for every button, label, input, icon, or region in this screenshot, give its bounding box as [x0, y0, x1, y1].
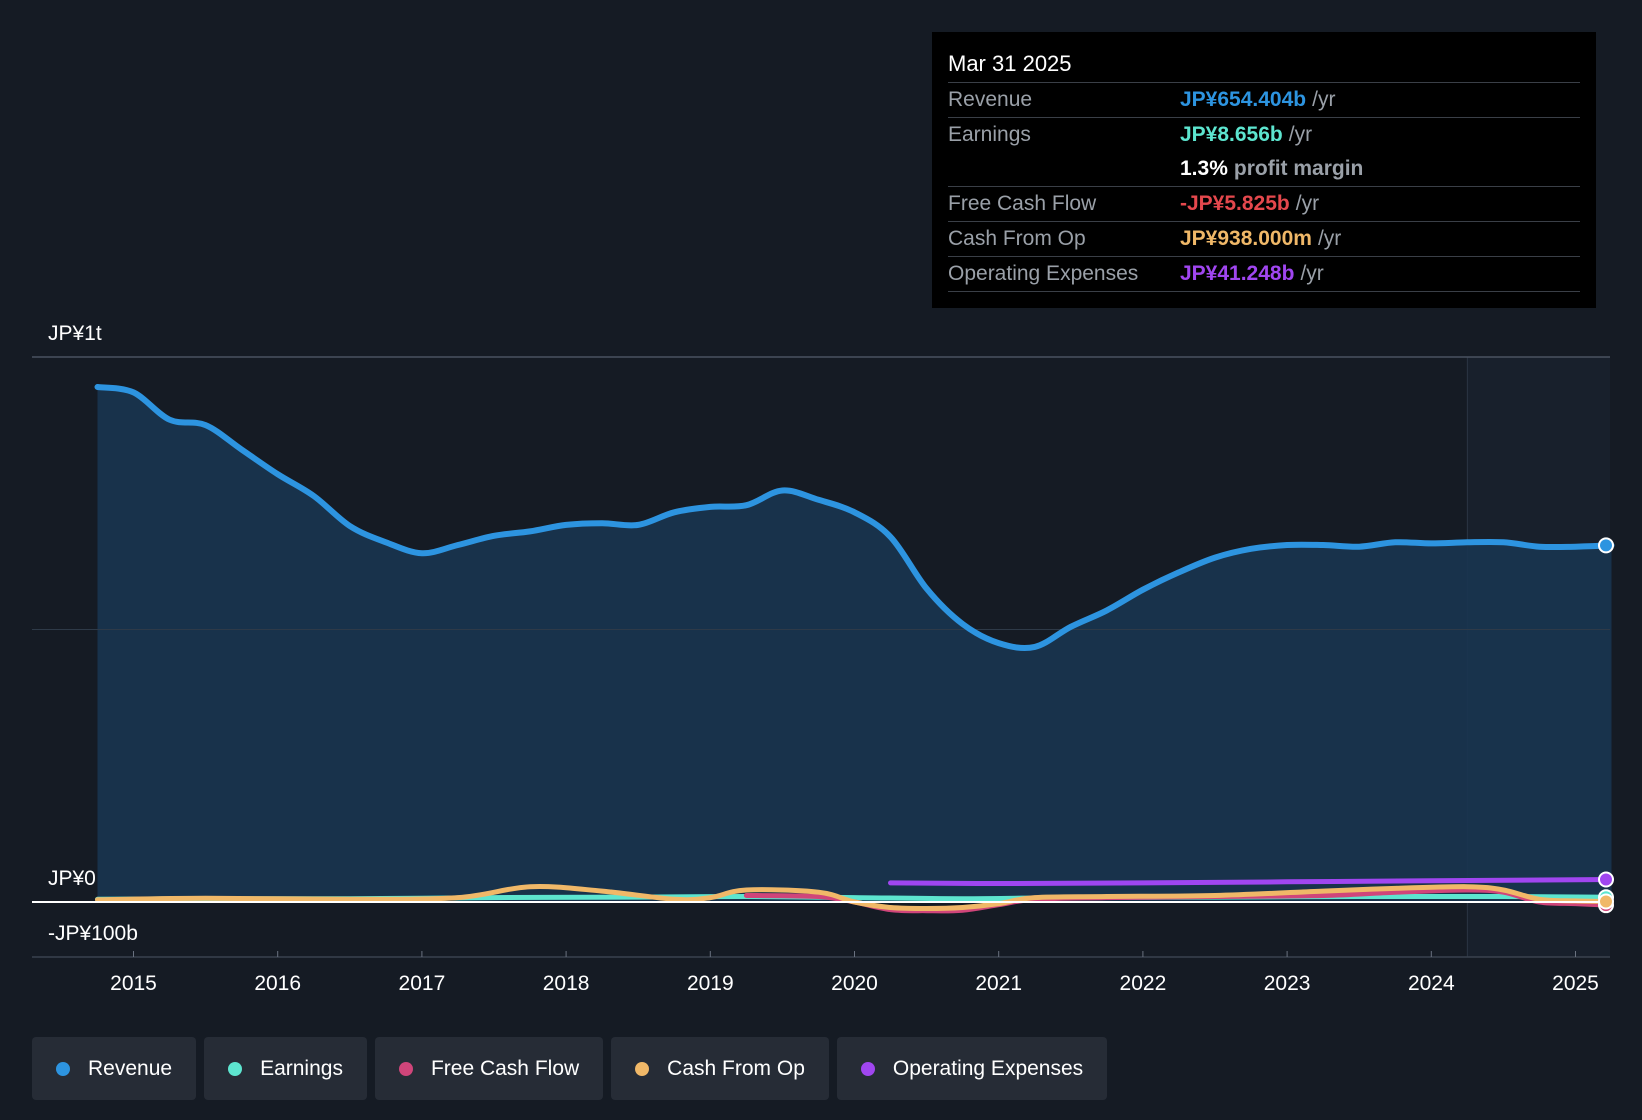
- series-line-operating-expenses: [888, 877, 1614, 886]
- x-tick-label: 2023: [1264, 972, 1311, 995]
- end-point-cash-from-op: [1598, 893, 1614, 910]
- legend-label: Earnings: [260, 1056, 343, 1080]
- legend-item-operating-expenses[interactable]: Operating Expenses: [836, 1037, 1108, 1100]
- tooltip-row-earnings: Earnings JP¥8.656b /yr: [948, 118, 1580, 152]
- legend-dot-icon: [56, 1061, 70, 1076]
- legend-label: Operating Expenses: [892, 1056, 1084, 1080]
- series-line-revenue: [94, 384, 1615, 652]
- x-tick-label: 2016: [254, 972, 301, 995]
- tooltip-value: JP¥654.404b: [1180, 88, 1307, 111]
- x-tick-label: 2020: [831, 972, 878, 995]
- end-point-revenue: [1598, 537, 1614, 554]
- tooltip-label: Cash From Op: [948, 227, 1086, 250]
- tooltip-unit: profit margin: [1233, 157, 1364, 180]
- tooltip-row-margin: 1.3% profit margin: [948, 152, 1580, 187]
- legend-dot-icon: [635, 1061, 650, 1076]
- legend-label: Free Cash Flow: [430, 1056, 580, 1080]
- series-layer: [94, 384, 1615, 914]
- x-tick-label: 2022: [1120, 972, 1167, 995]
- tooltip-value: JP¥41.248b: [1180, 262, 1295, 285]
- tooltip-label: Revenue: [948, 88, 1033, 111]
- y-label-bottom: -JP¥100b: [48, 922, 138, 945]
- x-tick-label: 2017: [399, 972, 446, 995]
- tooltip-value: JP¥938.000m: [1180, 227, 1312, 250]
- y-label-zero: JP¥0: [48, 867, 96, 890]
- x-tick-label: 2019: [687, 972, 734, 995]
- legend-item-cash-from-op[interactable]: Cash From Op: [611, 1037, 829, 1100]
- tooltip-unit: /yr: [1300, 262, 1324, 285]
- x-tick-label: 2025: [1552, 972, 1599, 995]
- tooltip-value: 1.3%: [1180, 157, 1228, 180]
- x-tick-label: 2015: [110, 972, 157, 995]
- tooltip-unit: /yr: [1288, 123, 1313, 146]
- tooltip-unit: /yr: [1317, 227, 1342, 250]
- tooltip-date: Mar 31 2025: [948, 46, 1580, 83]
- end-point-operating-expenses: [1598, 871, 1614, 888]
- legend-dot-icon: [228, 1061, 243, 1076]
- legend: Revenue Earnings Free Cash Flow Cash Fro…: [32, 1037, 1108, 1100]
- legend-dot-icon: [860, 1061, 875, 1076]
- tooltip-row-revenue: Revenue JP¥654.404b /yr: [948, 83, 1580, 118]
- tooltip-unit: /yr: [1312, 88, 1336, 111]
- tooltip-row-opex: Operating Expenses JP¥41.248b /yr: [948, 257, 1580, 292]
- tooltip-label: Operating Expenses: [948, 262, 1139, 285]
- legend-label: Cash From Op: [667, 1056, 805, 1080]
- legend-item-earnings[interactable]: Earnings: [204, 1037, 367, 1100]
- x-ticks: 2015 2016 2017 2018 2019 2020 2021 2022 2023 2024…: [110, 951, 1599, 995]
- tooltip-value: JP¥8.656b: [1180, 123, 1283, 146]
- legend-label: Revenue: [88, 1056, 173, 1080]
- tooltip-row-fcf: Free Cash Flow -JP¥5.825b /yr: [948, 187, 1580, 222]
- x-tick-label: 2024: [1408, 972, 1455, 995]
- tooltip-label: Earnings: [948, 123, 1031, 146]
- legend-dot-icon: [398, 1061, 413, 1076]
- tooltip: Mar 31 2025 Revenue JP¥654.404b /yr Earn…: [932, 32, 1596, 308]
- end-dots: [1598, 537, 1614, 914]
- tooltip-row-cfo: Cash From Op JP¥938.000m /yr: [948, 222, 1580, 257]
- legend-item-revenue[interactable]: Revenue: [32, 1037, 197, 1100]
- tooltip-unit: /yr: [1295, 192, 1320, 215]
- tooltip-label: Free Cash Flow: [948, 192, 1097, 215]
- series-line-cash-from-op: [95, 883, 1614, 911]
- revenue-area: [97, 387, 1612, 902]
- legend-item-free-cash-flow[interactable]: Free Cash Flow: [374, 1037, 604, 1100]
- tooltip-value: -JP¥5.825b: [1180, 192, 1290, 215]
- x-tick-label: 2021: [975, 972, 1022, 995]
- y-label-top: JP¥1t: [48, 322, 102, 345]
- x-tick-label: 2018: [543, 972, 590, 995]
